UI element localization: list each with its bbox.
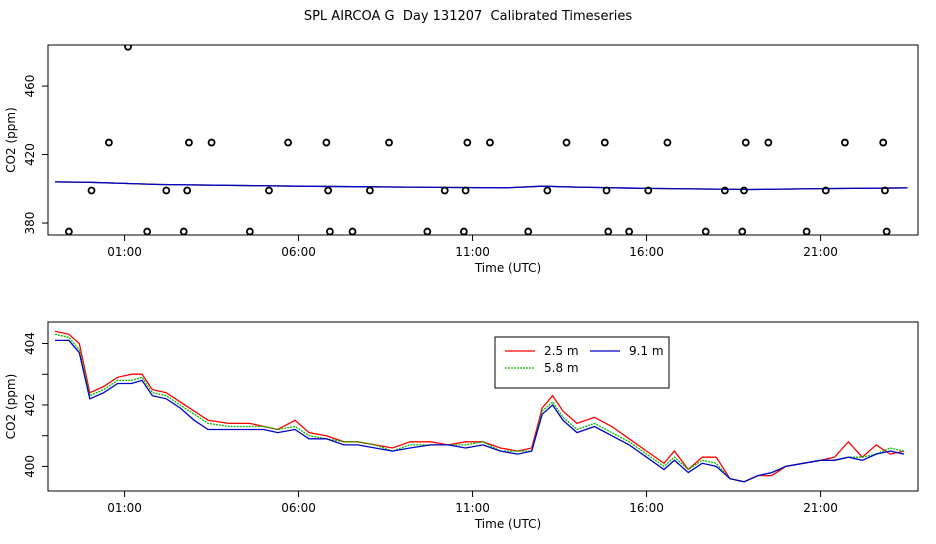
data-point — [881, 186, 889, 195]
series-line-5-8-m — [55, 339, 905, 483]
data-point — [604, 227, 613, 235]
plot-content — [54, 45, 908, 235]
y-tick-label: 404 — [23, 332, 37, 355]
data-point — [882, 227, 891, 235]
y-tick-label: 400 — [23, 455, 37, 478]
data-point — [162, 186, 171, 195]
x-tick-label: 06:00 — [281, 245, 316, 259]
data-point — [764, 138, 773, 147]
x-tick-label: 16:00 — [629, 245, 664, 259]
data-point — [325, 227, 334, 235]
x-tick-label: 01:00 — [107, 501, 142, 515]
data-point — [265, 186, 273, 195]
data-point — [324, 186, 333, 195]
data-point — [486, 138, 494, 147]
data-point — [185, 138, 193, 147]
data-point — [741, 138, 750, 147]
series-line-1 — [54, 181, 908, 191]
y-tick-label: 402 — [23, 394, 37, 417]
x-tick-label: 11:00 — [455, 501, 490, 515]
data-point — [459, 227, 468, 235]
data-point — [602, 186, 611, 195]
data-point — [385, 138, 393, 147]
x-tick-label: 16:00 — [629, 501, 664, 515]
panel-2: 01:00 06:00 11:00 16:00 21:00 400 402 404 Time (… — [4, 321, 919, 531]
x-tick-label: 21:00 — [803, 501, 838, 515]
data-point — [348, 227, 357, 235]
plot-frame — [47, 321, 919, 492]
data-point — [322, 138, 331, 147]
x-axis-label: Time (UTC) — [474, 261, 541, 275]
data-point — [879, 138, 888, 147]
data-point — [802, 227, 811, 235]
y-tick-label: 420 — [23, 143, 37, 166]
plot-frame — [47, 44, 919, 236]
x-tick-label: 21:00 — [803, 245, 838, 259]
data-point — [284, 138, 293, 147]
data-point — [720, 186, 729, 195]
legend-label: 2.5 m — [544, 344, 579, 358]
panel-1: 01:00 06:00 11:00 16:00 21:00 380 420 460 Time (… — [4, 44, 919, 275]
series-line-9-1-m — [54, 333, 905, 483]
series-line-2 — [54, 181, 908, 191]
y-axis-label: CO2 (ppm) — [4, 107, 18, 173]
figure-title: SPL AIRCOA G Day 131207 Calibrated Times… — [303, 9, 633, 24]
legend: 2.5 m 9.1 m 5.8 m — [494, 336, 670, 389]
plot-content — [54, 330, 905, 483]
data-point — [440, 186, 449, 195]
legend-box — [494, 336, 670, 389]
legend-label: 9.1 m — [629, 344, 664, 358]
data-point — [87, 186, 96, 195]
data-point — [207, 138, 216, 147]
data-point — [543, 186, 552, 195]
data-point — [821, 186, 830, 195]
data-point — [738, 227, 747, 235]
data-point — [183, 186, 192, 195]
data-point — [841, 138, 849, 147]
data-point — [625, 227, 634, 235]
data-point — [179, 227, 188, 235]
data-point — [461, 186, 470, 195]
x-axis-label: Time (UTC) — [474, 517, 541, 531]
data-point — [105, 138, 113, 147]
data-point — [701, 227, 710, 235]
data-point — [663, 138, 672, 147]
data-point — [600, 138, 609, 147]
series-line-3 — [54, 181, 908, 191]
y-axis-label: CO2 (ppm) — [4, 374, 18, 440]
data-point — [365, 186, 374, 195]
data-point — [524, 227, 533, 235]
data-point — [463, 138, 472, 147]
data-point — [124, 45, 132, 51]
data-point — [423, 227, 432, 235]
data-point — [740, 186, 748, 195]
data-point — [143, 227, 152, 235]
series-line-2-5-m — [54, 330, 905, 483]
data-point — [562, 138, 571, 147]
y-tick-label: 460 — [23, 75, 37, 98]
x-tick-label: 11:00 — [455, 245, 490, 259]
legend-label: 5.8 m — [544, 361, 579, 375]
y-tick-label: 380 — [23, 212, 37, 235]
data-point — [64, 227, 73, 235]
x-tick-label: 06:00 — [281, 501, 316, 515]
data-point — [245, 227, 254, 235]
data-point — [644, 186, 653, 195]
x-tick-label: 01:00 — [107, 245, 142, 259]
